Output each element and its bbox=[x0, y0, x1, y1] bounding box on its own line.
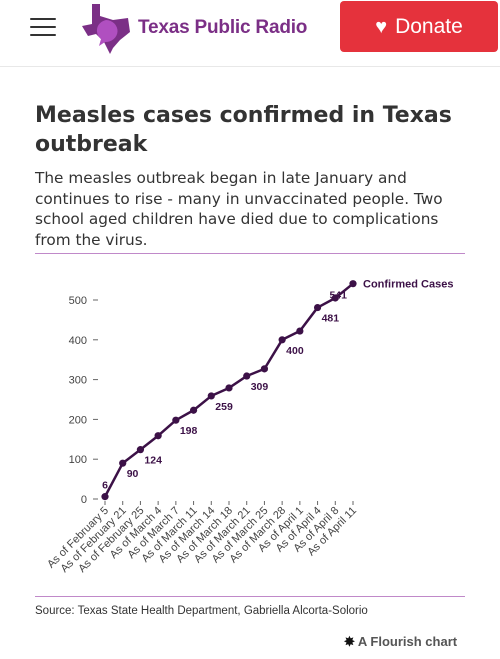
y-tick-label: 300 bbox=[69, 375, 87, 387]
data-point bbox=[331, 294, 339, 302]
y-tick-label: 400 bbox=[69, 335, 87, 347]
data-point bbox=[278, 336, 286, 344]
data-label: 309 bbox=[251, 381, 269, 393]
logo-text: Texas Public Radio bbox=[138, 17, 308, 38]
divider-bottom bbox=[35, 596, 465, 597]
y-tick-label: 0 bbox=[81, 494, 87, 506]
data-point bbox=[189, 406, 198, 414]
donate-button[interactable]: ♥ Donate bbox=[340, 1, 498, 52]
data-point bbox=[136, 446, 145, 454]
data-label: 124 bbox=[144, 455, 162, 467]
flourish-star-icon: ✸ bbox=[344, 634, 355, 649]
data-point bbox=[313, 303, 322, 312]
y-tick-label: 100 bbox=[69, 454, 87, 466]
data-label: 259 bbox=[215, 401, 233, 413]
series-name-label: Confirmed Cases bbox=[363, 279, 453, 291]
site-logo[interactable]: Texas Public Radio bbox=[80, 2, 307, 54]
data-point bbox=[154, 432, 162, 440]
data-point bbox=[243, 372, 251, 380]
data-label: 481 bbox=[322, 313, 340, 325]
data-point bbox=[207, 392, 215, 400]
flourish-link[interactable]: ✸ A Flourish chart bbox=[344, 634, 457, 650]
heart-icon: ♥ bbox=[375, 15, 388, 38]
source-note: Source: Texas State Health Department, G… bbox=[35, 605, 368, 617]
data-point bbox=[101, 493, 109, 501]
menu-icon[interactable] bbox=[30, 16, 56, 38]
data-point bbox=[296, 327, 304, 335]
data-point bbox=[119, 459, 127, 467]
data-label: 6 bbox=[102, 480, 108, 492]
texas-shape-icon bbox=[82, 4, 130, 54]
chart-subtitle: The measles outbreak began in late Janua… bbox=[35, 169, 443, 249]
flourish-label: A Flourish chart bbox=[357, 634, 458, 649]
site-header: Texas Public Radio ♥ Donate bbox=[0, 0, 500, 67]
y-tick-label: 200 bbox=[69, 414, 87, 426]
data-point bbox=[225, 384, 233, 392]
data-label: 400 bbox=[286, 345, 304, 357]
data-label: 541 bbox=[329, 290, 347, 302]
data-point bbox=[349, 280, 357, 288]
y-tick-label: 500 bbox=[69, 295, 87, 307]
data-point bbox=[260, 365, 269, 373]
divider-top bbox=[35, 253, 465, 254]
donate-label: Donate bbox=[395, 14, 463, 38]
data-label: 198 bbox=[180, 425, 198, 437]
chart-title: Measles cases confirmed in Texas outbrea… bbox=[35, 103, 452, 157]
data-point bbox=[172, 416, 180, 424]
data-label: 90 bbox=[127, 468, 139, 480]
